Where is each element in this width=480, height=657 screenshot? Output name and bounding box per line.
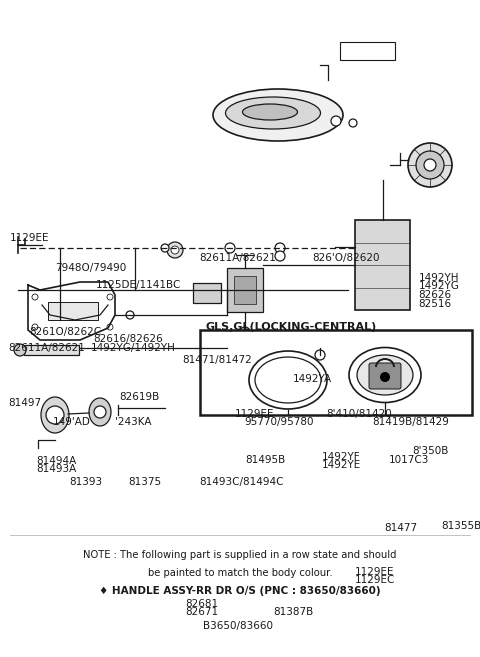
Circle shape (225, 243, 235, 253)
Ellipse shape (41, 397, 69, 433)
Ellipse shape (357, 355, 413, 395)
Text: 1129EE: 1129EE (235, 409, 275, 419)
Text: 81493A: 81493A (36, 464, 76, 474)
Text: 826'O/82620: 826'O/82620 (312, 253, 380, 263)
Text: '243KA: '243KA (115, 417, 152, 428)
Text: 81375: 81375 (128, 476, 161, 487)
Text: 82619B: 82619B (119, 392, 159, 402)
Bar (24, 345, 79, 355)
Text: 7948O/79490: 7948O/79490 (55, 263, 126, 273)
Text: 1129EE: 1129EE (10, 233, 49, 243)
Text: 1492YA: 1492YA (293, 374, 332, 384)
Text: B3650/83660: B3650/83660 (203, 621, 273, 631)
Bar (234, 276, 256, 304)
Text: 81355B: 81355B (442, 520, 480, 531)
Bar (227, 268, 263, 312)
Circle shape (275, 251, 285, 261)
Circle shape (240, 327, 250, 337)
Text: 81497: 81497 (9, 397, 42, 408)
Circle shape (94, 406, 106, 418)
Text: 1492YG/1492YH: 1492YG/1492YH (91, 343, 176, 353)
Text: GLS,GL(LOCKING-CENTRAL): GLS,GL(LOCKING-CENTRAL) (205, 321, 377, 332)
Bar (193, 283, 221, 303)
Text: 82611A/82621: 82611A/82621 (9, 343, 85, 353)
Text: 81387B: 81387B (274, 607, 314, 618)
Text: 81494A: 81494A (36, 455, 76, 466)
Text: 82626: 82626 (419, 290, 452, 300)
Text: 81477: 81477 (384, 523, 417, 533)
Circle shape (171, 246, 179, 254)
Text: 149'AD: 149'AD (53, 417, 91, 428)
Text: 82681: 82681 (185, 599, 218, 609)
Text: 1017C3: 1017C3 (389, 455, 429, 465)
Text: 1129EE: 1129EE (355, 566, 395, 577)
Ellipse shape (213, 89, 343, 141)
Text: 82611A/82621: 82611A/82621 (199, 253, 276, 263)
Text: 82616/82626: 82616/82626 (94, 334, 163, 344)
Text: 82671: 82671 (185, 607, 218, 618)
Text: 81419B/81429: 81419B/81429 (372, 417, 449, 428)
Ellipse shape (242, 104, 298, 120)
Circle shape (14, 344, 26, 356)
Circle shape (408, 143, 452, 187)
Circle shape (32, 324, 38, 330)
Text: 81495B: 81495B (245, 455, 285, 465)
Text: be painted to match the body colour.: be painted to match the body colour. (148, 568, 332, 578)
Ellipse shape (89, 398, 111, 426)
Circle shape (331, 116, 341, 126)
Circle shape (315, 350, 325, 360)
Circle shape (416, 151, 444, 179)
Text: 8'410/81420: 8'410/81420 (326, 409, 392, 419)
Circle shape (107, 294, 113, 300)
Text: 1492YE: 1492YE (322, 460, 361, 470)
Circle shape (107, 324, 113, 330)
Circle shape (161, 244, 169, 252)
Text: 1492YF: 1492YF (322, 451, 360, 462)
Bar (48, 302, 98, 320)
Text: 82516: 82516 (419, 298, 452, 309)
Circle shape (424, 159, 436, 171)
Circle shape (380, 372, 390, 382)
Bar (340, 42, 395, 60)
Text: 81493C/81494C: 81493C/81494C (199, 476, 284, 487)
Text: 8261O/8262C: 8261O/8262C (29, 327, 101, 337)
Text: 1129EC: 1129EC (355, 575, 396, 585)
Text: 8'350B: 8'350B (412, 445, 448, 456)
Text: 95770/95780: 95770/95780 (245, 417, 314, 428)
Text: NOTE : The following part is supplied in a row state and should: NOTE : The following part is supplied in… (83, 550, 397, 560)
Bar (200, 330, 472, 415)
Text: ♦ HANDLE ASSY-RR DR O/S (PNC : 83650/83660): ♦ HANDLE ASSY-RR DR O/S (PNC : 83650/836… (99, 586, 381, 596)
Circle shape (275, 243, 285, 253)
Text: 81471/81472: 81471/81472 (182, 355, 252, 365)
Circle shape (32, 294, 38, 300)
Text: 1492YG: 1492YG (419, 281, 459, 292)
Text: 1492YH: 1492YH (419, 273, 459, 283)
Text: 1125DE/1141BC: 1125DE/1141BC (96, 280, 181, 290)
Circle shape (167, 242, 183, 258)
Circle shape (46, 406, 64, 424)
Circle shape (126, 311, 134, 319)
Ellipse shape (226, 97, 321, 129)
Circle shape (349, 119, 357, 127)
FancyBboxPatch shape (369, 363, 401, 389)
Bar (355, 220, 410, 310)
Text: 81393: 81393 (70, 476, 103, 487)
